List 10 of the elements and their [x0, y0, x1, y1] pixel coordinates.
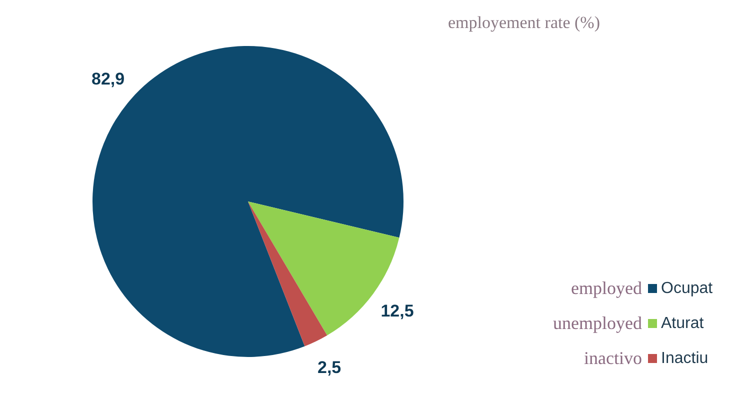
data-label: 12,5: [380, 301, 414, 320]
text: employed: [571, 278, 642, 299]
legend-label: Ocupat: [661, 280, 714, 298]
text: unemployed: [553, 313, 642, 334]
data-label: 82,9: [92, 69, 125, 88]
data-label: 2,5: [317, 358, 342, 377]
chart-title: employement rate (%): [448, 12, 601, 34]
legend-label: Inactiu: [661, 350, 710, 368]
text: inactivo: [584, 348, 642, 369]
legend-label: Aturat: [661, 314, 705, 332]
